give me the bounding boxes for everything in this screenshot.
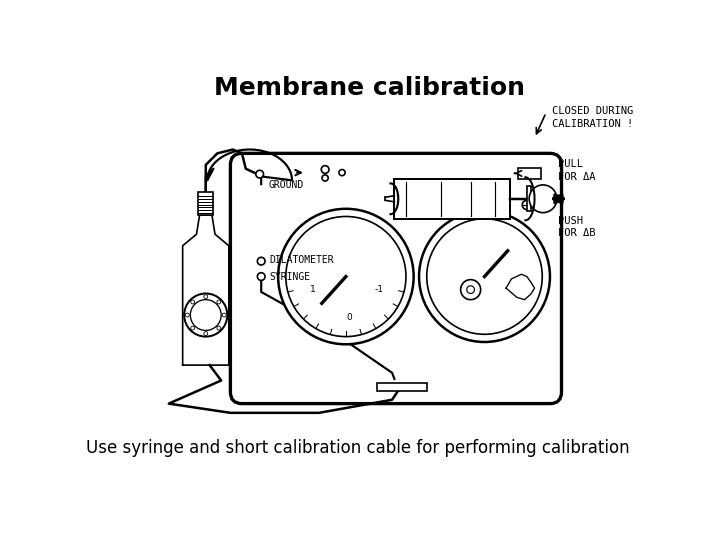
Circle shape <box>529 185 557 213</box>
Circle shape <box>190 300 221 330</box>
Text: SYRINGE: SYRINGE <box>269 272 310 281</box>
Bar <box>198 192 213 215</box>
Circle shape <box>217 326 221 330</box>
Text: PULL
FOR ΔA: PULL FOR ΔA <box>559 159 596 182</box>
Text: 1: 1 <box>310 285 316 294</box>
Circle shape <box>461 280 481 300</box>
Text: 0: 0 <box>346 313 352 322</box>
Bar <box>518 168 541 179</box>
Text: GROUND: GROUND <box>269 180 304 190</box>
Circle shape <box>321 166 329 173</box>
Circle shape <box>339 170 345 176</box>
Circle shape <box>427 219 542 334</box>
Text: DILATOMETER: DILATOMETER <box>269 255 333 265</box>
Circle shape <box>467 286 474 293</box>
Circle shape <box>191 300 194 304</box>
Text: Membrane calibration: Membrane calibration <box>214 76 524 100</box>
Circle shape <box>185 313 189 317</box>
Circle shape <box>419 211 550 342</box>
Text: -1: -1 <box>374 285 384 294</box>
Circle shape <box>257 257 265 265</box>
Bar <box>395 179 510 219</box>
Circle shape <box>217 300 221 304</box>
Circle shape <box>278 209 414 345</box>
Circle shape <box>184 294 228 336</box>
Circle shape <box>286 217 406 336</box>
Circle shape <box>204 332 207 335</box>
Bar <box>377 383 427 390</box>
Bar <box>527 186 531 211</box>
Text: PUSH
FOR ΔB: PUSH FOR ΔB <box>559 215 596 238</box>
Circle shape <box>204 295 207 299</box>
Circle shape <box>191 326 194 330</box>
Text: Use syringe and short calibration cable for performing calibration: Use syringe and short calibration cable … <box>86 439 629 457</box>
Circle shape <box>322 175 328 181</box>
Circle shape <box>522 200 531 210</box>
FancyBboxPatch shape <box>230 153 562 403</box>
Circle shape <box>256 170 264 178</box>
Text: CLOSED DURING
CALIBRATION !: CLOSED DURING CALIBRATION ! <box>552 106 634 129</box>
Circle shape <box>257 273 265 280</box>
Circle shape <box>222 313 226 317</box>
